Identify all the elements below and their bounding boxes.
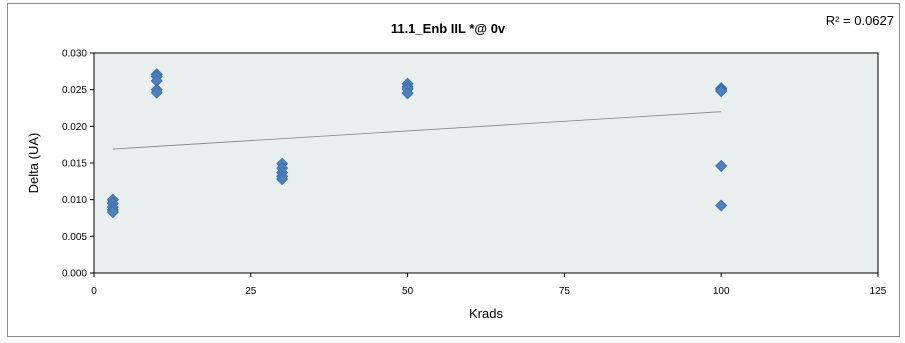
- data-point: [106, 206, 119, 219]
- x-tick-label: 25: [245, 286, 257, 297]
- y-axis-ticks: 0.000 0.005 0.010 0.015 0.020 0.025 0.030: [62, 49, 94, 280]
- trendline: [112, 111, 722, 150]
- y-tick-label: 0.030: [62, 49, 87, 60]
- data-point: [401, 87, 414, 100]
- y-tick-label: 0.025: [62, 85, 87, 96]
- chart-title: 11.1_Enb IIL *@ 0v: [391, 21, 506, 36]
- data-point: [276, 173, 289, 186]
- y-axis-title: Delta (UA): [26, 133, 41, 194]
- x-axis-title: Krads: [469, 306, 503, 321]
- data-point: [715, 159, 728, 172]
- scatter-chart: 11.1_Enb IIL *@ 0v R² = 0.0627 0.0000.00…: [26, 13, 894, 321]
- y-tick-label: 0.015: [62, 159, 87, 170]
- y-tick-label: 0.010: [62, 195, 87, 206]
- trendline-group: [112, 111, 722, 150]
- x-tick-label: 100: [713, 286, 730, 297]
- data-point: [715, 199, 728, 212]
- data-point: [715, 85, 728, 98]
- x-axis-ticks: 0 25 50 75 100 125: [91, 273, 887, 297]
- data-point: [150, 86, 163, 99]
- y-tick-label: 0.020: [62, 122, 87, 133]
- chart-frame: 11.1_Enb IIL *@ 0v R² = 0.0627 0.000 0.00…: [7, 3, 900, 337]
- y-tick-label: 0.005: [62, 232, 87, 243]
- plot-area: [93, 52, 879, 274]
- y-tick-label: 0.000: [62, 269, 87, 280]
- x-tick-label: 125: [870, 286, 887, 297]
- data-points: [106, 68, 728, 219]
- x-tick-label: 0: [91, 286, 97, 297]
- r2-label: R² = 0.0627: [826, 13, 894, 28]
- x-tick-label: 75: [559, 286, 571, 297]
- x-tick-label: 50: [402, 286, 414, 297]
